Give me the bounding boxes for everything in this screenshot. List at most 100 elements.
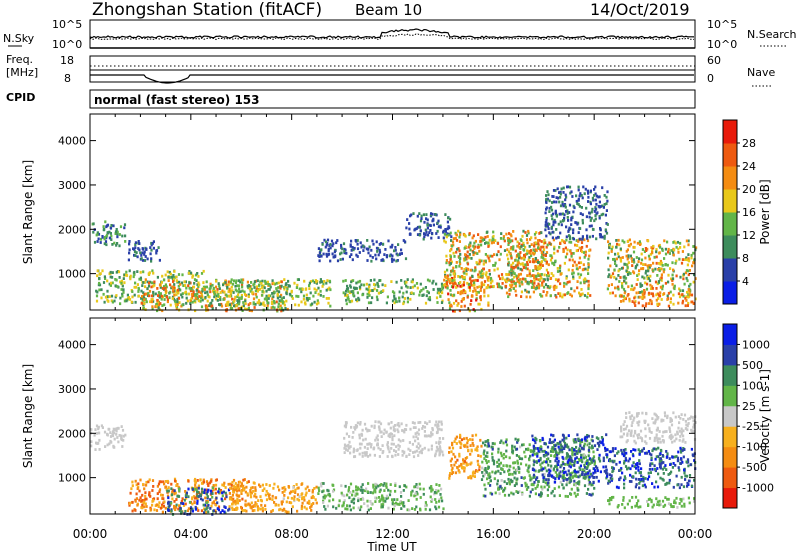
power-cell [215,294,218,298]
power-cell [678,295,682,299]
velocity-cell [382,499,385,503]
velocity-cell [332,489,335,493]
power-cell [507,263,510,267]
velocity-cell [313,487,316,490]
power-cell [672,250,675,254]
velocity-cell [536,447,539,450]
power-cell [456,247,459,251]
velocity-cell [575,440,578,444]
velocity-cell [136,503,139,507]
velocity-cell [267,494,270,497]
power-cell [571,268,574,272]
power-cell [563,213,566,217]
power-cell [304,288,307,291]
power-cell [537,282,540,286]
power-cell [628,299,631,303]
power-cell [134,246,137,249]
power-cell [561,239,564,242]
power-cell [527,258,530,262]
power-cell [685,276,688,280]
power-cell [534,257,537,260]
power-cell [686,279,689,283]
power-cell [188,281,191,285]
velocity-cell [371,491,374,495]
power-cell [117,270,121,274]
velocity-cell [430,431,433,434]
power-cell [639,291,642,294]
velocity-cell [531,453,534,457]
velocity-cell [553,438,556,442]
velocity-cell [497,488,500,491]
velocity-cell [538,469,541,472]
power-cell [210,301,213,305]
velocity-cell [546,494,549,497]
power-cell [136,255,139,259]
velocity-cell [417,442,420,446]
power-cell [197,285,200,288]
velocity-cell [587,472,590,475]
power-cell [506,273,509,277]
power-cell [642,293,645,296]
velocity-cell [438,440,441,444]
velocity-cell [490,445,493,449]
power-cell [371,256,374,259]
power-cell [598,216,601,220]
power-cell [568,234,571,237]
power-cell [409,214,412,218]
power-cell [448,263,451,267]
power-cell [590,210,593,214]
power-cell [293,281,296,285]
power-cell [442,236,445,240]
power-cell [241,285,244,289]
power-cell [240,283,244,287]
velocity-cell [236,497,239,501]
power-cell [159,302,162,305]
power-cell [572,271,575,275]
velocity-cell [315,485,318,489]
power-cell [111,271,114,274]
velocity-cell [386,496,390,500]
power-cell [693,302,696,305]
power-cell [671,282,674,286]
power-cell [296,283,299,287]
velocity-cell [232,500,235,504]
velocity-cell [415,497,418,501]
velocity-cell [388,450,391,454]
power-cell [110,224,113,227]
power-cell [187,292,191,296]
velocity-cell [606,475,609,478]
power-cell [568,203,572,207]
power-cell [585,279,588,283]
power-cell [658,262,661,265]
power-cell [453,270,456,273]
velocity-cell [352,450,355,454]
velocity-cell [181,497,184,501]
power-cell [525,290,529,294]
power-cell [641,304,644,308]
velocity-cell [128,503,131,507]
power-cell [115,294,118,297]
power-cell [658,302,661,306]
power-cell [114,295,117,299]
power-cell [687,239,690,243]
velocity-cell [477,454,480,457]
power-cell [107,300,110,303]
velocity-cell [480,478,484,481]
velocity-cell [435,420,438,424]
power-cell [158,303,161,307]
velocity-cell [418,450,421,454]
power-cell [529,238,532,241]
power-cell [377,285,380,288]
power-cell [297,278,300,281]
velocity-cell [479,454,482,458]
power-cell [112,224,115,228]
power-cell [430,212,433,215]
power-cell [445,235,448,239]
velocity-cell [373,426,376,430]
power-cell [443,239,446,243]
power-cell [268,288,271,291]
power-cell [576,286,579,290]
power-cell [160,294,163,298]
velocity-cell [106,433,109,437]
power-cell [116,285,119,288]
